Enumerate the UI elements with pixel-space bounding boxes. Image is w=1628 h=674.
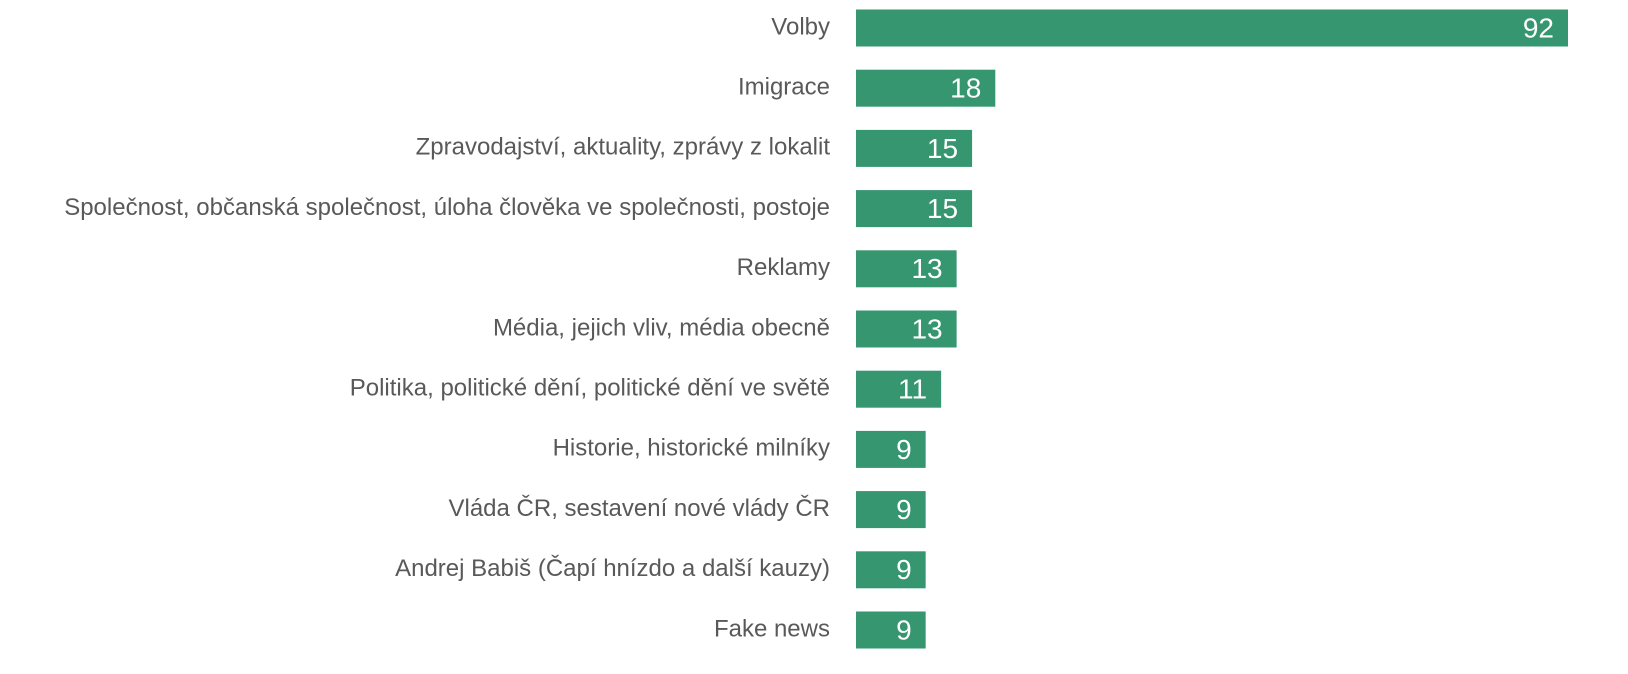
bar [856, 250, 957, 288]
value-label: 9 [896, 614, 912, 645]
category-label: Imigrace [738, 74, 830, 101]
bar [856, 69, 996, 107]
value-label: 15 [927, 133, 958, 164]
category-label: Volby [771, 13, 830, 40]
category-label: Historie, historické milníky [553, 435, 830, 462]
value-label: 18 [950, 73, 981, 104]
category-label: Fake news [714, 615, 830, 642]
value-label: 92 [1523, 12, 1554, 43]
value-label: 13 [911, 313, 942, 344]
value-label: 13 [911, 253, 942, 284]
bar [856, 611, 926, 649]
bar [856, 190, 973, 228]
bar [856, 9, 1568, 47]
bar [856, 491, 926, 529]
value-label: 11 [898, 374, 927, 405]
bar [856, 310, 957, 348]
bar [856, 551, 926, 589]
bar [856, 430, 926, 468]
value-label: 15 [927, 193, 958, 224]
value-label: 9 [896, 494, 912, 525]
category-label: Andrej Babiš (Čapí hnízdo a další kauzy) [395, 554, 830, 582]
category-label: Zpravodajství, aktuality, zprávy z lokal… [416, 134, 831, 161]
value-label: 9 [896, 434, 912, 465]
value-label: 9 [896, 554, 912, 585]
category-label: Politika, politické dění, politické dění… [350, 375, 830, 402]
category-label: Společnost, občanská společnost, úloha č… [64, 194, 830, 221]
category-label: Média, jejich vliv, média obecně [493, 314, 830, 341]
bar [856, 129, 973, 167]
category-label: Reklamy [737, 254, 830, 281]
category-label: Vláda ČR, sestavení nové vlády ČR [448, 494, 830, 522]
bar [856, 370, 942, 408]
